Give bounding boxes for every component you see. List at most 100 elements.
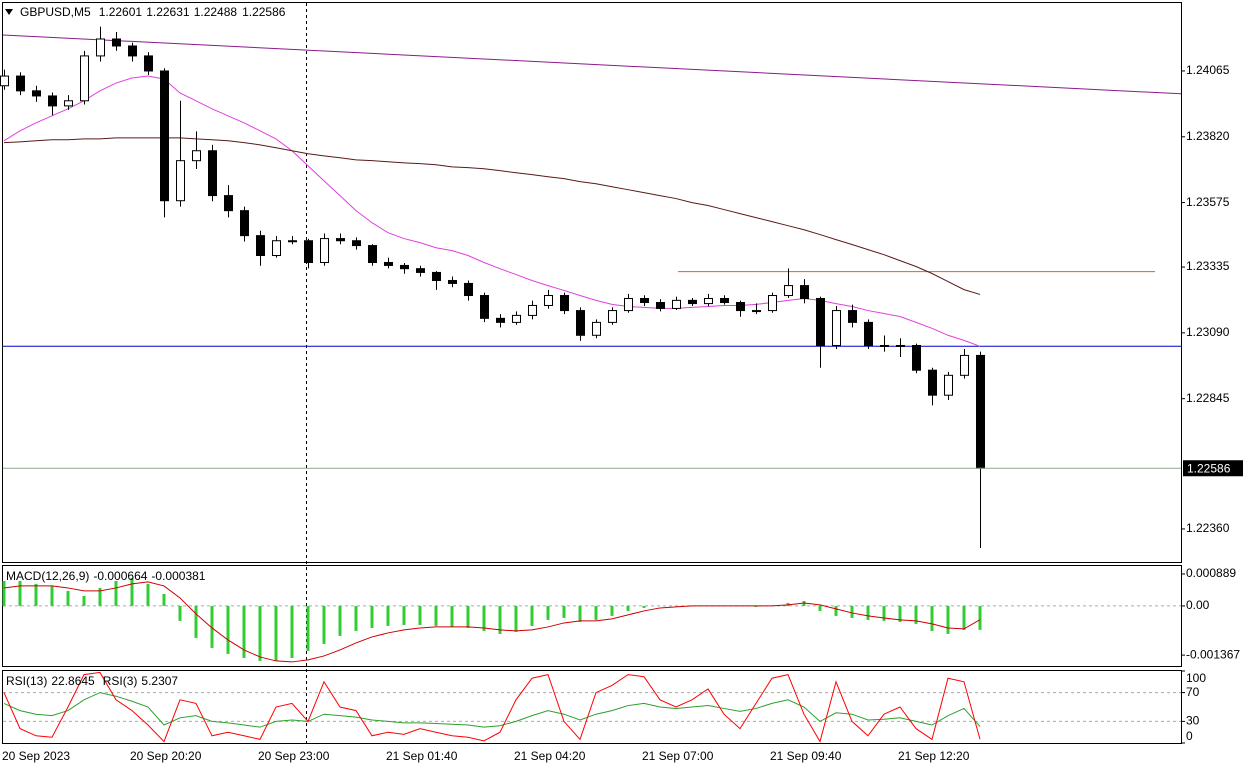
x-tick-label: 20 Sep 20:20 (130, 749, 202, 763)
candle-body (944, 374, 953, 396)
candle-body (416, 268, 425, 273)
macd-title: MACD(12,26,9) (6, 569, 89, 583)
candle-body (352, 240, 361, 247)
rsi-line (3, 671, 981, 743)
candle-body (80, 55, 89, 102)
candle-body (736, 302, 745, 312)
x-tick-label: 21 Sep 01:40 (386, 749, 458, 763)
rsi13-name: RSI(13) (6, 674, 47, 688)
candle-body (304, 240, 313, 263)
macd-value: -0.000664 (93, 569, 147, 583)
x-tick-label: 20 Sep 2023 (2, 749, 70, 763)
header-open: 1.22601 (99, 5, 143, 19)
candle-body (336, 238, 345, 242)
rsi13-value: 22.8645 (51, 674, 95, 688)
y-tick-label: 70 (1186, 685, 1200, 699)
candle-body (432, 271, 441, 281)
candle-body (560, 295, 569, 312)
candle-body (768, 295, 777, 312)
candle-body (864, 321, 873, 346)
candle-body (576, 310, 585, 336)
candle-body (656, 302, 665, 309)
y-tick-label: 1.23820 (1186, 129, 1230, 143)
candle-body (448, 279, 457, 284)
candle-body (96, 38, 105, 57)
x-tick-label: 20 Sep 23:00 (258, 749, 330, 763)
y-tick-label: 1.22845 (1186, 391, 1230, 405)
x-tick-label: 21 Sep 12:20 (898, 749, 970, 763)
candle-body (640, 297, 649, 304)
candle-body (32, 90, 41, 97)
candle-body (48, 95, 57, 107)
rsi3-value: 5.2307 (141, 674, 178, 688)
candle-body (16, 75, 25, 92)
header-high: 1.22631 (146, 5, 190, 19)
y-tick-label: 0.00 (1186, 598, 1210, 612)
candle-body (880, 344, 889, 347)
collapse-icon (5, 9, 13, 15)
candle-body (512, 314, 521, 323)
candle-body (464, 282, 473, 297)
candle-body (64, 100, 73, 107)
x-tick-label: 21 Sep 09:40 (770, 749, 842, 763)
candle-body (160, 70, 169, 202)
candle-body (240, 210, 249, 237)
y-tick-label: 100 (1186, 671, 1206, 685)
price-header: GBPUSD,M5 1.22601 1.22631 1.22488 1.22586 (20, 5, 286, 19)
price-tag-label: 1.22586 (1187, 461, 1231, 475)
candle-body (816, 297, 825, 346)
candle-body (928, 369, 937, 396)
price-tag (1183, 460, 1243, 477)
candle-body (960, 354, 969, 376)
candle-body (384, 261, 393, 266)
rsi3-name: RSI(3) (103, 674, 138, 688)
x-tick-label: 21 Sep 07:00 (642, 749, 714, 763)
y-tick-label: 1.23575 (1186, 195, 1230, 209)
candle-body (608, 310, 617, 323)
candle-body (672, 299, 681, 309)
signal-value: -0.000381 (151, 569, 205, 583)
candle-body (368, 245, 377, 263)
candle-body (496, 317, 505, 323)
candle-body (192, 150, 201, 162)
candle-body (528, 304, 537, 316)
candle-body (704, 297, 713, 305)
price-panel (2, 2, 1182, 563)
trend-line (2, 34, 1182, 95)
y-tick-label: 0 (1186, 729, 1193, 743)
candle-body (176, 160, 185, 202)
candle-body (896, 344, 905, 347)
y-tick-label: 0.000889 (1186, 566, 1236, 580)
candle-body (400, 264, 409, 270)
candle-body (224, 195, 233, 212)
y-tick-label: 1.23335 (1186, 259, 1230, 273)
y-tick-label: 1.23090 (1186, 325, 1230, 339)
y-tick-label: -0.001367 (1186, 647, 1240, 661)
candle-body (624, 297, 633, 312)
candle-body (752, 310, 761, 313)
y-tick-label: 1.22360 (1186, 521, 1230, 535)
macd-header: MACD(12,26,9) -0.000664 -0.000381 (6, 569, 206, 583)
header-low: 1.22488 (194, 5, 238, 19)
candle-body (144, 55, 153, 72)
candle-body (208, 150, 217, 197)
candle-body (0, 75, 9, 87)
y-tick-label: 1.24065 (1186, 63, 1230, 77)
candle-body (128, 45, 137, 57)
symbol: GBPUSD,M5 (20, 5, 91, 19)
candle-body (112, 38, 121, 47)
candle-body (720, 297, 729, 304)
candle-body (832, 310, 841, 346)
candle-body (272, 240, 281, 257)
macd-panel (2, 565, 1182, 667)
header-close: 1.22586 (242, 5, 286, 19)
candle-body (256, 235, 265, 257)
candle-body (288, 240, 297, 243)
signal-line (3, 581, 981, 663)
candle-body (784, 285, 793, 297)
rsi-panel (2, 670, 1182, 744)
candle-body (800, 285, 809, 299)
